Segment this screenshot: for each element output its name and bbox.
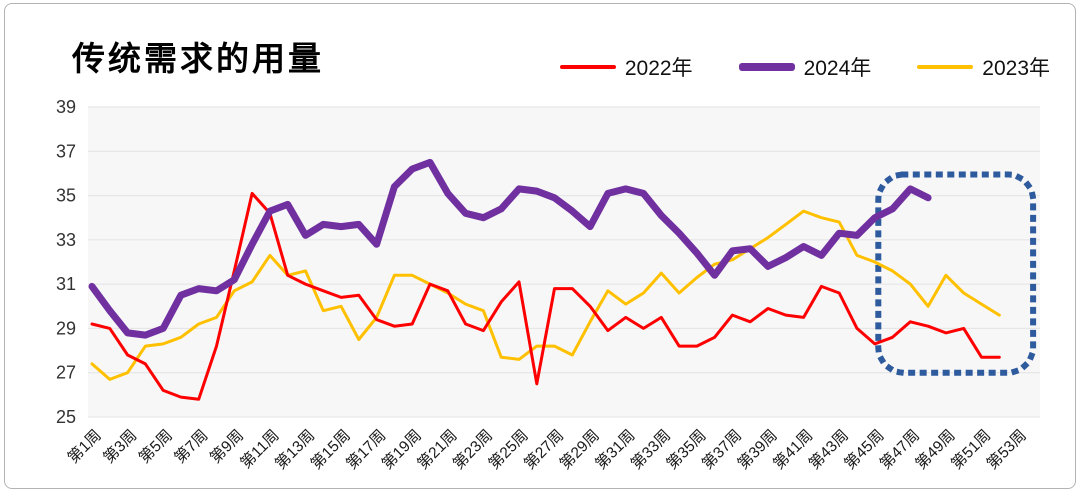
series-line-2024 bbox=[88, 158, 932, 339]
x-tick-label-week-41: 第41周 bbox=[770, 426, 817, 473]
series-line-2023 bbox=[90, 209, 1001, 381]
legend-item-2022: 2022年 bbox=[559, 52, 693, 82]
y-tick-label-35: 35 bbox=[56, 186, 76, 206]
x-tick-label-week-21: 第21周 bbox=[414, 426, 461, 473]
legend-line-2022-icon bbox=[559, 65, 616, 69]
legend-item-2024: 2024年 bbox=[738, 52, 872, 82]
legend-label-2023: 2023年 bbox=[982, 57, 1050, 80]
x-tick-label-week-31: 第31周 bbox=[592, 426, 639, 473]
y-tick-label-39: 39 bbox=[56, 97, 76, 117]
y-tick-label-29: 29 bbox=[56, 318, 76, 338]
y-tick-label-27: 27 bbox=[56, 363, 76, 383]
x-tick-label-week-29: 第29周 bbox=[556, 426, 603, 473]
x-tick-label-week-43: 第43周 bbox=[805, 426, 852, 473]
x-tick-label-week-3: 第3周 bbox=[100, 426, 141, 467]
x-tick-label-week-51: 第51周 bbox=[947, 426, 994, 473]
legend-label-2022: 2022年 bbox=[624, 57, 693, 80]
y-tick-label-33: 33 bbox=[56, 230, 76, 250]
x-tick-label-week-53: 第53周 bbox=[983, 426, 1030, 473]
x-tick-label-week-17: 第17周 bbox=[343, 426, 390, 473]
x-tick-label-week-49: 第49周 bbox=[912, 426, 959, 473]
chart-legend: 2022年 2024年 2023年 bbox=[559, 52, 1050, 82]
legend-line-2024-icon bbox=[738, 63, 795, 71]
x-tick-label-week-37: 第37周 bbox=[698, 426, 745, 473]
y-tick-label-25: 25 bbox=[56, 407, 76, 427]
x-tick-label-week-5: 第5周 bbox=[135, 426, 176, 467]
legend-line-2023-icon bbox=[917, 65, 974, 69]
x-tick-label-week-19: 第19周 bbox=[378, 426, 425, 473]
x-tick-label-week-1: 第1周 bbox=[64, 426, 105, 467]
x-tick-label-week-33: 第33周 bbox=[627, 426, 674, 473]
chart-title: 传统需求的用量 bbox=[72, 42, 324, 78]
x-tick-label-week-7: 第7周 bbox=[171, 426, 212, 467]
legend-label-2024: 2024年 bbox=[803, 57, 872, 80]
legend-item-2023: 2023年 bbox=[917, 52, 1050, 82]
series-line-2022 bbox=[90, 191, 1001, 401]
y-tick-label-31: 31 bbox=[56, 274, 76, 294]
y-tick-label-37: 37 bbox=[56, 141, 76, 161]
highlight-box bbox=[875, 171, 1037, 376]
x-tick-label-week-27: 第27周 bbox=[520, 426, 567, 473]
x-tick-label-week-23: 第23周 bbox=[449, 426, 496, 473]
x-tick-label-week-47: 第47周 bbox=[876, 426, 923, 473]
x-tick-label-week-39: 第39周 bbox=[734, 426, 781, 473]
x-tick-label-week-13: 第13周 bbox=[271, 426, 318, 473]
